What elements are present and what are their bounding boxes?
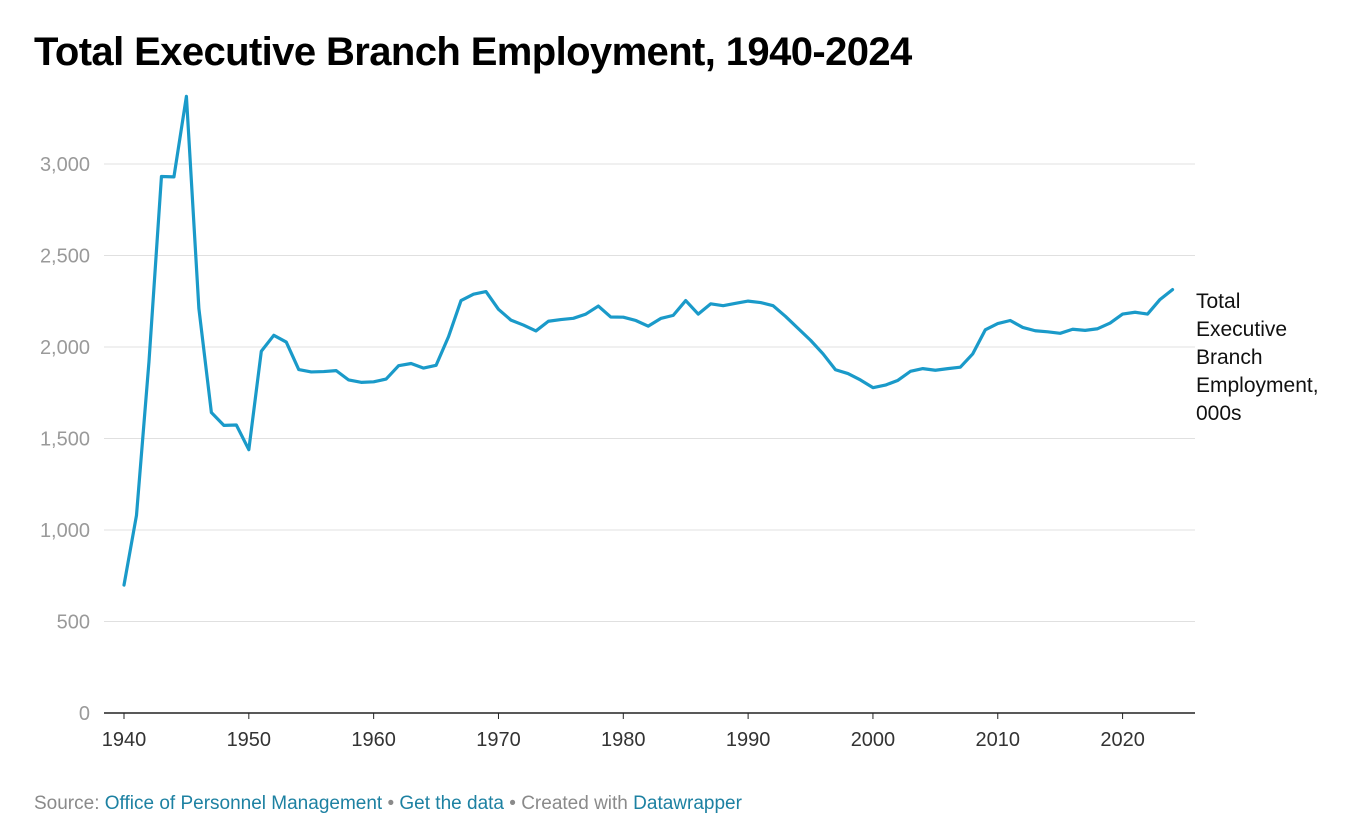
y-tick-label: 0	[79, 703, 90, 725]
x-tick-label: 2000	[851, 729, 896, 751]
x-tick-label: 1960	[351, 729, 396, 751]
x-tick-label: 1950	[227, 729, 272, 751]
grid-lines	[104, 163, 1195, 623]
y-tick-label: 2,000	[40, 337, 90, 359]
x-tick-label: 1940	[102, 729, 147, 751]
y-tick-label: 3,000	[40, 154, 90, 176]
series-name-label: Total Executive Branch Employment, 000s	[1196, 290, 1319, 425]
footer-separator: •	[382, 793, 400, 814]
x-tick-label: 2020	[1100, 729, 1145, 751]
source-prefix: Source:	[34, 793, 105, 814]
series-layer	[122, 94, 1175, 587]
page-title: Total Executive Branch Employment, 1940-…	[34, 30, 912, 74]
y-axis-labels: 0 500 1,000 1,500 2,000 2,500 3,000	[40, 154, 90, 725]
x-axis-labels: 1940 1950 1960 1970 1980 1990 2000 2010 2020	[102, 729, 1145, 751]
series-line	[122, 94, 1175, 587]
x-tick-label: 1970	[476, 729, 521, 751]
datawrapper-link[interactable]: Datawrapper	[633, 793, 742, 814]
source-link[interactable]: Office of Personnel Management	[104, 793, 383, 814]
y-tick-label: 1,500	[40, 429, 90, 451]
x-axis	[104, 712, 1195, 719]
chart-footer: Source: Office of Personnel Management •…	[34, 793, 742, 815]
y-tick-label: 2,500	[40, 246, 90, 268]
x-tick-label: 1980	[601, 729, 646, 751]
get-the-data-link[interactable]: Get the data	[399, 793, 504, 814]
x-tick-label: 1990	[726, 729, 771, 751]
y-tick-label: 500	[57, 612, 90, 634]
y-tick-label: 1,000	[40, 520, 90, 542]
created-with-prefix: Created with	[521, 793, 634, 814]
footer-separator: •	[503, 793, 522, 814]
series-label: Total Executive Branch Employment, 000s	[1196, 290, 1319, 425]
x-tick-label: 2010	[976, 729, 1021, 751]
